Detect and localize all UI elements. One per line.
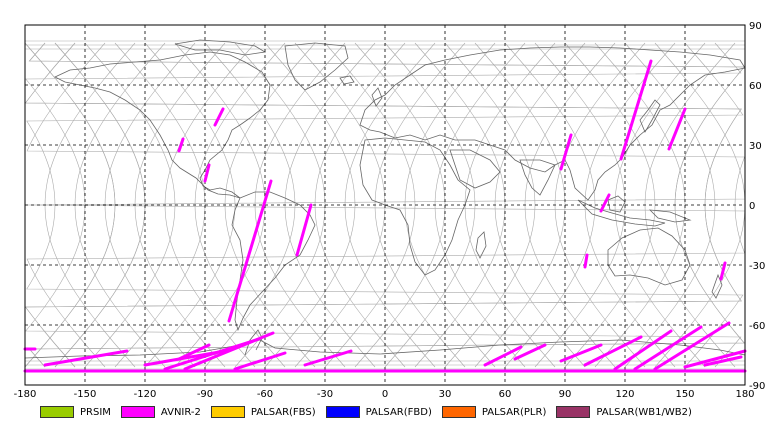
- x-tick-label: 180: [735, 389, 754, 400]
- coast-greenland: [284, 42, 349, 91]
- observation-strip: [227, 179, 273, 323]
- x-tick-label: -90: [197, 389, 213, 400]
- x-tick-label: -60: [257, 389, 273, 400]
- observation-strip: [483, 345, 523, 367]
- legend-label: PALSAR(PLR): [481, 406, 547, 418]
- observation-strip: [703, 355, 743, 367]
- x-axis-ticks: -180 -150 -120 -90 -60 -30 0 30 60 90 120 150 180: [14, 389, 755, 400]
- x-tick-label: -180: [14, 389, 37, 400]
- coast-new-guinea: [648, 209, 692, 223]
- x-tick-label: 120: [615, 389, 634, 400]
- x-tick-label: -30: [317, 389, 333, 400]
- observation-strip: [295, 203, 313, 257]
- coast-arabia: [449, 149, 501, 189]
- x-tick-label: 150: [675, 389, 694, 400]
- legend-item: PALSAR(PLR): [441, 406, 547, 418]
- legend-swatch: [556, 406, 591, 418]
- legend-item: PALSAR(FBD): [325, 406, 432, 418]
- coast-australia: [607, 227, 691, 286]
- x-tick-label: 0: [382, 389, 388, 400]
- x-tick-label: 60: [499, 389, 512, 400]
- legend-swatch: [210, 406, 245, 418]
- coast-india: [519, 159, 556, 196]
- y-tick-label: -90: [749, 381, 765, 392]
- observation-strip: [213, 107, 225, 127]
- observation-strip: [719, 261, 727, 281]
- x-tick-label: -120: [134, 389, 157, 400]
- coast-iceland: [339, 75, 355, 85]
- observation-strip: [303, 349, 353, 367]
- observation-strip: [653, 321, 731, 371]
- legend-item: PALSAR(FBS): [210, 406, 316, 418]
- observation-strip: [583, 335, 643, 367]
- legend-swatch: [325, 406, 360, 418]
- legend-label: PRSIM: [80, 406, 111, 418]
- legend-swatch: [40, 406, 74, 418]
- observation-strip: [599, 193, 611, 213]
- coast-north-america: [54, 51, 271, 199]
- legend: PRSIM AVNIR-2 PALSAR(FBS) PALSAR(FBD) PALSAR…: [40, 402, 770, 422]
- legend-swatch: [120, 406, 155, 418]
- legend-item: PALSAR(WB1/WB2): [556, 406, 692, 418]
- y-axis-ticks: 90 60 30 0 -30 -60 -90: [749, 21, 765, 392]
- coast-antarctic-peninsula: [244, 329, 263, 356]
- legend-item: PRSIM: [40, 406, 111, 418]
- y-tick-label: -30: [749, 261, 765, 272]
- coast-uk: [371, 87, 383, 107]
- legend-label: PALSAR(FBD): [365, 406, 432, 418]
- legend-label: AVNIR-2: [160, 406, 201, 418]
- observation-strip: [233, 351, 287, 371]
- observation-strip: [559, 343, 603, 363]
- coast-borneo: [607, 195, 626, 213]
- y-tick-label: 30: [749, 141, 762, 152]
- observation-strip: [559, 133, 573, 171]
- observation-strip: [633, 325, 703, 371]
- observation-strip: [613, 329, 673, 371]
- x-tick-label: 30: [439, 389, 452, 400]
- observation-strip: [177, 137, 185, 153]
- observation-strip: [619, 59, 653, 161]
- y-tick-label: 60: [749, 81, 762, 92]
- y-tick-label: 90: [749, 21, 762, 32]
- y-tick-label: -60: [749, 321, 765, 332]
- coast-indonesia: [577, 199, 666, 227]
- x-tick-label: 90: [559, 389, 572, 400]
- observation-strip: [667, 107, 687, 151]
- coast-south-america: [231, 191, 316, 332]
- coast-madagascar: [475, 231, 487, 259]
- legend-item: AVNIR-2: [120, 406, 201, 418]
- observation-strip: [203, 163, 211, 183]
- legend-label: PALSAR(WB1/WB2): [596, 406, 692, 418]
- coast-new-zealand: [711, 273, 723, 299]
- coast-antarctica: [24, 339, 746, 359]
- plot-frame: [24, 24, 746, 386]
- observation-strip: [183, 331, 275, 371]
- observation-strip: [43, 349, 129, 367]
- observation-strip: [683, 349, 747, 369]
- coastlines: [24, 39, 746, 359]
- coast-japan: [639, 99, 661, 133]
- observation-strip: [513, 343, 547, 361]
- y-tick-label: 0: [749, 201, 755, 212]
- observation-strips: [23, 59, 747, 373]
- legend-label: PALSAR(FBS): [250, 406, 316, 418]
- x-tick-label: -150: [74, 389, 97, 400]
- observation-strip: [583, 253, 589, 269]
- legend-swatch: [441, 406, 476, 418]
